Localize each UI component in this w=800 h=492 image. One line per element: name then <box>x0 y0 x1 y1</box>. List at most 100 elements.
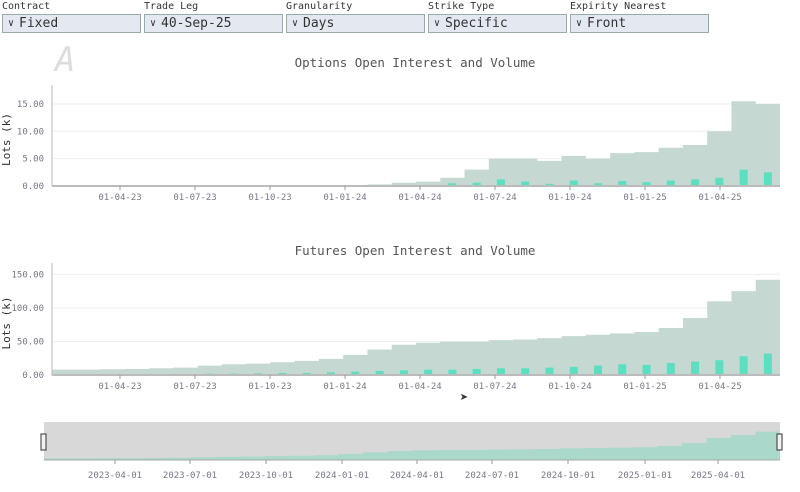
navigator-tick-label: 2024-10-01 <box>541 471 595 481</box>
x-tick-label: 01-07-24 <box>473 193 516 203</box>
volume-bar <box>399 370 408 375</box>
navigator-tick-label: 2024-04-01 <box>390 471 444 481</box>
x-tick-label: 01-07-23 <box>173 382 216 392</box>
futures-chart: 0.00 50.00 100.00 150.00 Lots (k) 01-04-23 01-… <box>0 263 780 392</box>
volume-bar <box>666 180 675 186</box>
volume-bar <box>496 179 505 186</box>
control-select[interactable]: ∨ Fixed <box>2 14 141 33</box>
open-interest-area <box>52 101 780 186</box>
y-tick-label: 15.00 <box>17 100 44 110</box>
volume-bar <box>594 365 602 375</box>
volume-bar <box>448 369 457 375</box>
volume-bar <box>448 183 457 186</box>
chevron-down-icon: ∨ <box>150 18 157 29</box>
x-tick-label: 01-10-23 <box>248 382 291 392</box>
x-tick-label: 01-04-24 <box>398 382 441 392</box>
volume-bar <box>739 169 748 186</box>
volume-bar <box>594 183 602 186</box>
y-axis-label: Lots (k) <box>0 297 13 350</box>
volume-bar <box>472 368 481 375</box>
volume-bar <box>715 360 724 375</box>
navigator-tick-label: 2025-01-01 <box>618 471 672 481</box>
navigator-handle-left[interactable] <box>40 433 47 451</box>
x-tick-label: 01-01-25 <box>623 382 666 392</box>
chevron-down-icon: ∨ <box>8 18 15 29</box>
control-2: Granularity ∨ Days <box>286 0 425 33</box>
navigator-handle-right[interactable] <box>776 433 783 451</box>
control-value: Days <box>303 16 335 31</box>
control-select[interactable]: ∨ 40-Sep-25 <box>144 14 283 33</box>
x-tick-label: 01-10-24 <box>548 193 591 203</box>
volume-bar <box>569 366 578 375</box>
navigator-tick-label: 2024-07-01 <box>465 471 519 481</box>
volume-bar <box>424 369 433 375</box>
volume-bar <box>763 172 772 186</box>
volume-bar <box>618 364 627 375</box>
chevron-down-icon: ∨ <box>434 18 441 29</box>
volume-bar <box>545 367 554 375</box>
volume-bar <box>666 362 675 375</box>
y-tick-label: 50.00 <box>17 337 44 347</box>
x-tick-label: 01-07-23 <box>173 193 216 203</box>
options-chart-title: Options Open Interest and Volume <box>294 55 536 70</box>
chevron-down-icon: ∨ <box>576 18 583 29</box>
y-tick-label: 0.00 <box>22 371 44 381</box>
y-tick-label: 100.00 <box>11 304 44 314</box>
navigator-series <box>44 431 780 460</box>
volume-bar <box>715 177 724 186</box>
navigator-tick-label: 2023-07-01 <box>163 471 217 481</box>
control-select[interactable]: ∨ Front <box>570 14 709 33</box>
logo-watermark: A <box>55 40 76 80</box>
options-chart: 0.00 5.00 10.00 15.00 Lots (k) 01-04-23 01-07-… <box>0 85 780 203</box>
volume-bar <box>691 361 700 375</box>
control-1: Trade Leg ∨ 40-Sep-25 <box>144 0 283 33</box>
control-label: Granularity <box>286 1 353 12</box>
volume-bar <box>763 353 772 375</box>
volume-bar <box>691 179 700 186</box>
volume-bar <box>375 370 384 375</box>
volume-bar <box>642 182 651 186</box>
control-value: Fixed <box>19 16 59 31</box>
control-select[interactable]: ∨ Days <box>286 14 425 33</box>
control-0: Contract ∨ Fixed <box>2 0 141 33</box>
volume-bar <box>278 372 287 375</box>
y-tick-label: 0.00 <box>22 182 44 192</box>
x-tick-label: 01-04-25 <box>698 382 741 392</box>
control-3: Strike Type ∨ Specific <box>428 0 567 33</box>
y-tick-label: 150.00 <box>11 270 44 280</box>
x-tick-label: 01-04-23 <box>98 382 141 392</box>
futures-chart-title: Futures Open Interest and Volume <box>294 243 536 258</box>
control-value: Specific <box>445 16 508 31</box>
control-label: Trade Leg <box>144 1 199 12</box>
x-tick-label: 01-01-24 <box>323 382 366 392</box>
open-interest-area <box>52 279 780 375</box>
x-tick-label: 01-01-24 <box>323 193 366 203</box>
navigator-tick-label: 2024-01-01 <box>315 471 369 481</box>
volume-bar <box>302 372 311 375</box>
filter-bar: Contract ∨ Fixed Trade Leg ∨ 40-Sep-25 Granu… <box>2 0 709 33</box>
volume-bar <box>569 180 578 186</box>
volume-bar <box>351 371 360 375</box>
control-value: Front <box>587 16 627 31</box>
control-label: Strike Type <box>428 1 495 12</box>
navigator-tick-label: 2025-04-01 <box>691 471 745 481</box>
x-tick-label: 01-10-24 <box>548 382 591 392</box>
volume-bar <box>521 368 530 375</box>
y-tick-label: 5.00 <box>22 155 44 165</box>
x-tick-label: 01-01-25 <box>623 193 666 203</box>
x-tick-label: 01-07-24 <box>473 382 516 392</box>
x-tick-label: 01-04-23 <box>98 193 141 203</box>
y-axis-label: Lots (k) <box>0 113 13 166</box>
mouse-cursor-icon: ➤ <box>460 390 469 406</box>
volume-bar <box>496 368 505 375</box>
navigator-tick-label: 2023-10-01 <box>239 471 293 481</box>
chevron-down-icon: ∨ <box>292 18 299 29</box>
control-select[interactable]: ∨ Specific <box>428 14 567 33</box>
control-4: Expirity Nearest ∨ Front <box>570 0 709 33</box>
control-value: 40-Sep-25 <box>161 16 232 31</box>
volume-bar <box>739 356 748 375</box>
volume-bar <box>472 182 481 186</box>
volume-bar <box>521 181 530 186</box>
navigator-tick-label: 2023-04-01 <box>88 471 142 481</box>
